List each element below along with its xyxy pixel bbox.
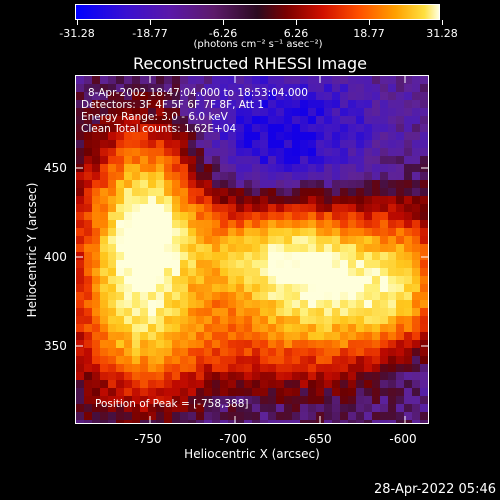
y-axis-label: Heliocentric Y (arcsec) xyxy=(25,182,39,318)
colorbar-tick xyxy=(295,20,297,25)
info-detectors: Detectors: 3F 4F 5F 6F 7F 8F, Att 1 xyxy=(81,99,265,111)
colorbar-tick xyxy=(149,20,151,25)
y-tick-label: 450 xyxy=(44,161,67,175)
colorbar-tick xyxy=(76,20,78,25)
x-tick-label: -700 xyxy=(219,432,247,446)
colorbar xyxy=(75,4,440,20)
info-energy-range: Energy Range: 3.0 - 6.0 keV xyxy=(81,111,228,123)
colorbar-tick-label: -18.77 xyxy=(132,27,168,40)
info-peak-position: Position of Peak = [-758,388] xyxy=(95,398,249,410)
plot-title: Reconstructed RHESSI Image xyxy=(133,54,367,73)
colorbar-tick-label: 18.77 xyxy=(353,27,385,40)
x-axis-label: Heliocentric X (arcsec) xyxy=(184,447,320,461)
info-time-range: 8-Apr-2002 18:47:04.000 to 18:53:04.000 xyxy=(88,87,308,99)
y-tick-label: 350 xyxy=(44,339,67,353)
x-tick-label: -750 xyxy=(134,432,162,446)
colorbar-tick-label: -31.28 xyxy=(59,27,95,40)
colorbar-tick-label: -6.26 xyxy=(208,27,238,40)
colorbar-tick xyxy=(222,20,224,25)
timestamp: 28-Apr-2022 05:46 xyxy=(374,482,496,497)
x-tick-label: -650 xyxy=(304,432,332,446)
colorbar-tick-label: 31.28 xyxy=(426,27,458,40)
heatmap-canvas xyxy=(76,76,428,423)
colorbar-tick xyxy=(368,20,370,25)
y-tick-label: 400 xyxy=(44,250,67,264)
rhessi-image xyxy=(75,75,429,424)
colorbar-units: (photons cm⁻² s⁻¹ asec⁻²) xyxy=(193,39,323,50)
x-tick-label: -600 xyxy=(389,432,417,446)
colorbar-tick xyxy=(441,20,443,25)
info-clean-counts: Clean Total counts: 1.62E+04 xyxy=(81,123,237,135)
colorbar-tick-label: 6.26 xyxy=(283,27,309,40)
